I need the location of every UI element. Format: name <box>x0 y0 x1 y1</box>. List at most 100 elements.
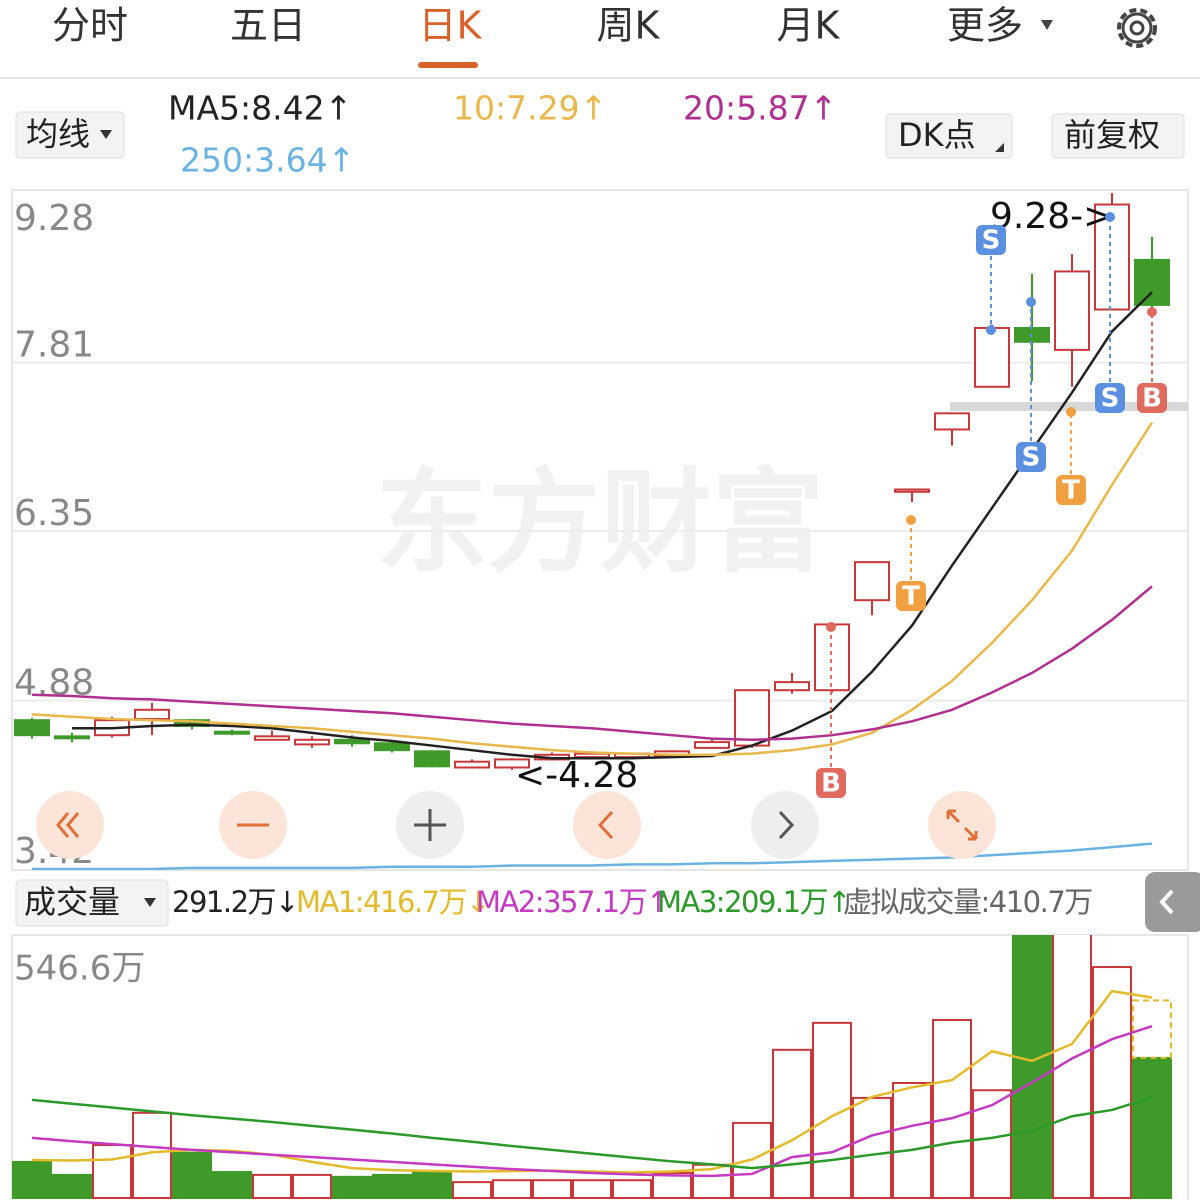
volume-button-label: 成交量 <box>24 883 120 921</box>
candle-body <box>414 750 450 768</box>
candle-body <box>14 719 50 737</box>
annotation: 9.28-> <box>990 196 1113 237</box>
nav-button[interactable] <box>928 791 996 859</box>
ma-button[interactable]: 均线 <box>15 111 125 159</box>
signal: T <box>1056 407 1086 506</box>
signal-label: S <box>1022 443 1041 473</box>
tab[interactable]: 周K <box>597 4 661 48</box>
tab-label: 日K <box>419 4 483 48</box>
volume-legend: MA3:209.1万↑ <box>657 885 850 919</box>
signal: T <box>896 515 926 612</box>
signal-label: B <box>821 769 841 799</box>
nav-icon <box>414 809 446 841</box>
signal-dot <box>906 515 916 525</box>
candle-body <box>134 708 170 721</box>
candle-body <box>854 561 890 602</box>
nav-button[interactable] <box>396 791 464 859</box>
ma-line <box>72 291 1153 760</box>
signal-badge <box>1137 383 1167 413</box>
volume-bar <box>52 1173 92 1200</box>
nav-button[interactable] <box>36 791 104 859</box>
ma-line <box>31 585 1153 742</box>
signal: S <box>1016 297 1046 473</box>
ma-line <box>31 1096 1153 1170</box>
volume-bar <box>332 1175 372 1199</box>
fq-button-bg <box>1051 113 1185 159</box>
settings-icon[interactable] <box>1117 8 1157 48</box>
tab[interactable]: 月K <box>777 4 841 48</box>
collapse-icon <box>1159 889 1174 915</box>
nav-button[interactable] <box>219 791 287 859</box>
volume-bar <box>1012 935 1052 1200</box>
ma-legend: 20:5.87↑ <box>683 89 837 128</box>
signal-label: T <box>902 582 920 612</box>
nav-bg <box>928 791 996 859</box>
volume-panel <box>11 934 1189 1200</box>
volume-bar <box>732 1121 772 1199</box>
collapse-button[interactable] <box>1145 872 1200 932</box>
signal: S <box>976 225 1006 335</box>
signal-dot <box>1105 212 1115 222</box>
nav-button[interactable] <box>751 791 819 859</box>
volume-bar <box>892 1082 932 1199</box>
candle-body <box>814 623 850 692</box>
dk-button[interactable]: DK点 <box>885 113 1013 159</box>
y-tick-label: 9.28 <box>14 198 94 239</box>
volume-bar <box>412 1171 452 1200</box>
volume-legend: MA2:357.1万↑ <box>476 885 669 919</box>
dk-button-label: DK点 <box>898 116 976 154</box>
volume-button-arrow <box>144 898 156 907</box>
signal: B <box>816 622 846 799</box>
volume-bar <box>532 1179 572 1200</box>
signal-badge <box>1056 475 1086 505</box>
volume-bar <box>212 1171 252 1200</box>
tab-underline <box>418 62 478 68</box>
volume-bar <box>372 1173 412 1200</box>
tab[interactable]: 更多 <box>947 4 1023 48</box>
tab-label: 月K <box>777 4 841 48</box>
collapse-bg <box>1145 872 1200 932</box>
signal-badge <box>1095 383 1125 413</box>
signal-dot <box>986 325 996 335</box>
ma-button-arrow <box>100 130 112 139</box>
volume-button-bg <box>15 879 169 927</box>
volume-bar <box>292 1173 332 1200</box>
volume-bar <box>92 1144 132 1199</box>
annotation: <-4.28 <box>515 755 638 796</box>
tab[interactable]: 五日 <box>230 4 306 48</box>
signal-label: T <box>1062 476 1080 506</box>
volume-bar <box>12 1160 52 1200</box>
volume-button[interactable]: 成交量 <box>15 879 169 927</box>
ma-button-bg <box>15 111 125 159</box>
candle-body <box>334 738 370 745</box>
gear-ring <box>1117 8 1157 48</box>
gear-hole <box>1129 20 1145 36</box>
candle-body <box>934 412 970 431</box>
volume-bar <box>852 1096 892 1200</box>
signal-badge <box>1016 442 1046 472</box>
volume-bar <box>772 1048 812 1199</box>
volume-bar <box>612 1179 652 1200</box>
candle-body <box>774 681 810 692</box>
volume-bar <box>452 1181 492 1199</box>
tab[interactable]: 日K <box>419 4 483 48</box>
volume-bar <box>252 1173 292 1200</box>
nav-button[interactable] <box>573 791 641 859</box>
ma-button-label: 均线 <box>26 115 90 153</box>
ma-line <box>31 1024 1153 1178</box>
candle-body <box>54 735 90 740</box>
volume-bar <box>1092 966 1132 1199</box>
tab-label: 五日 <box>230 4 306 48</box>
tab-label: 分时 <box>52 4 128 48</box>
price-band <box>950 402 1188 411</box>
dropdown-arrow <box>1041 20 1053 30</box>
fq-button[interactable]: 前复权 <box>1051 113 1185 159</box>
tab[interactable]: 分时 <box>52 4 128 48</box>
signal-label: S <box>1101 384 1120 414</box>
signal-badge <box>896 581 926 611</box>
volume-bar <box>572 1179 612 1200</box>
tab-label: 周K <box>597 4 661 48</box>
candles <box>14 193 1170 870</box>
signal-label: S <box>982 226 1001 256</box>
